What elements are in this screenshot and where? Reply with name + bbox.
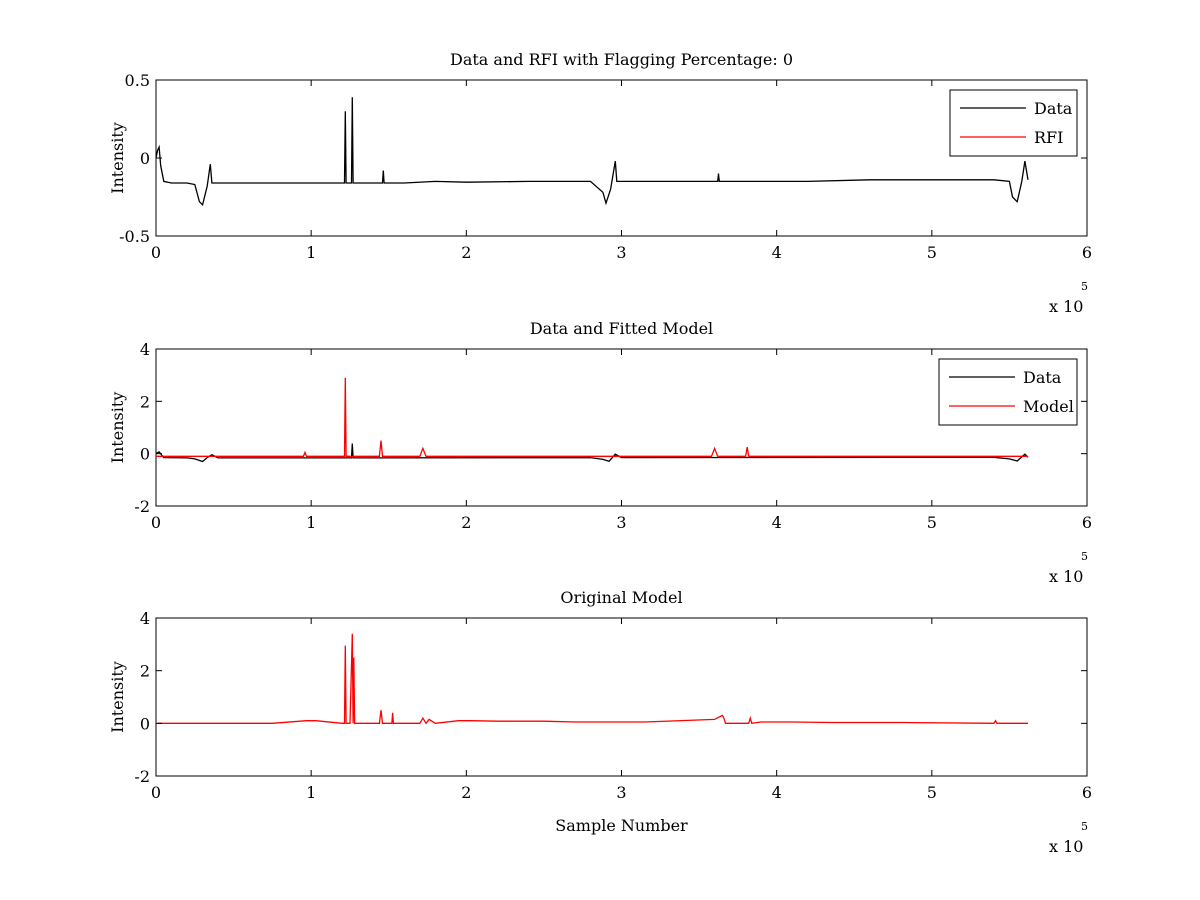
x-multiplier: x 10 [1049, 837, 1083, 856]
chart-title: Original Model [560, 588, 682, 607]
y-tick-label: -2 [134, 767, 150, 786]
y-axis-label: Intensity [108, 122, 127, 194]
y-tick-label: 2 [140, 392, 150, 411]
legend: Data Model [938, 358, 1078, 426]
x-tick-label: 2 [461, 783, 471, 802]
x-multiplier: x 10 [1049, 297, 1083, 316]
x-tick-label: 6 [1082, 783, 1092, 802]
x-multiplier-exponent: 5 [1081, 820, 1088, 833]
y-tick-label: -0.5 [119, 227, 150, 246]
series-group [155, 377, 1029, 463]
series-line-model [157, 633, 1028, 725]
y-tick-label: 0 [140, 445, 150, 464]
x-tick-label: 3 [616, 783, 626, 802]
legend: Data RFI [949, 89, 1078, 157]
x-tick-label: 5 [927, 783, 937, 802]
series-group [155, 97, 1029, 207]
x-tick-label: 5 [927, 513, 937, 532]
legend-box [938, 358, 1078, 426]
y-tick-label: 0.5 [125, 71, 150, 90]
x-tick-label: 5 [927, 243, 937, 262]
y-tick-label: -2 [134, 497, 150, 516]
x-tick-label: 4 [772, 513, 782, 532]
x-tick-label: 1 [306, 783, 316, 802]
legend-box [949, 89, 1078, 157]
x-tick-label: 2 [461, 243, 471, 262]
y-tick-label: 2 [140, 662, 150, 681]
y-tick-label: 4 [140, 340, 150, 359]
y-axis-label: Intensity [108, 661, 127, 733]
legend-label: Data [1023, 368, 1062, 387]
x-tick-label: 1 [306, 243, 316, 262]
y-axis-label: Intensity [108, 392, 127, 464]
x-tick-label: 6 [1082, 243, 1092, 262]
chart-title: Data and Fitted Model [530, 319, 713, 338]
legend-label: RFI [1034, 128, 1063, 147]
x-tick-label: 1 [306, 513, 316, 532]
x-tick-label: 4 [772, 783, 782, 802]
axes-box [155, 617, 1088, 777]
x-tick-label: 0 [151, 513, 161, 532]
x-tick-label: 3 [616, 243, 626, 262]
series-line-data [155, 443, 1029, 463]
x-tick-label: 0 [151, 243, 161, 262]
series-group [157, 633, 1028, 725]
y-tick-label: 0 [140, 714, 150, 733]
x-tick-label: 3 [616, 513, 626, 532]
x-multiplier: x 10 [1049, 567, 1083, 586]
axes-box [155, 79, 1088, 237]
x-tick-label: 4 [772, 243, 782, 262]
x-multiplier-exponent: 5 [1081, 550, 1088, 563]
x-axis-label: Sample Number [555, 816, 688, 835]
series-line-data [155, 97, 1029, 207]
legend-label: Model [1023, 397, 1074, 416]
x-tick-label: 0 [151, 783, 161, 802]
y-tick-label: 0 [140, 149, 150, 168]
axes-box [155, 348, 1088, 507]
x-multiplier-exponent: 5 [1081, 280, 1088, 293]
x-tick-label: 2 [461, 513, 471, 532]
legend-label: Data [1034, 99, 1073, 118]
y-tick-label: 4 [140, 609, 150, 628]
series-line-model [156, 377, 1028, 457]
chart-title: Data and RFI with Flagging Percentage: 0 [450, 50, 793, 69]
x-tick-label: 6 [1082, 513, 1092, 532]
